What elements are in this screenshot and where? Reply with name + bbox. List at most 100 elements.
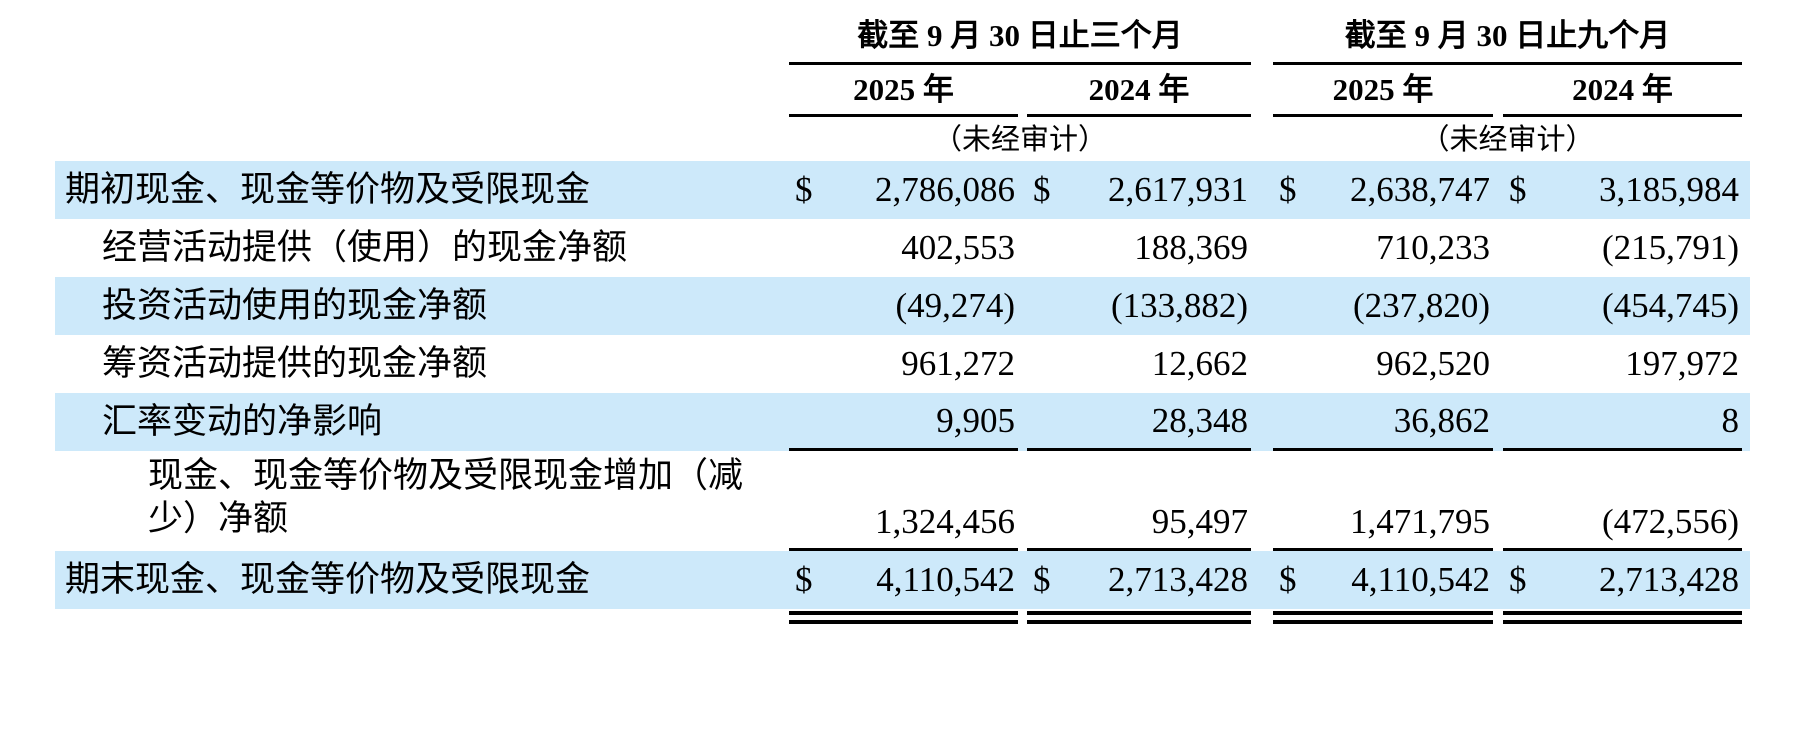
value: 1,471,795 — [1350, 502, 1490, 541]
value-cell: 36,862 — [1273, 393, 1493, 451]
right-pad — [1742, 14, 1750, 65]
group-gap — [1251, 117, 1273, 161]
value-cell: $2,713,428 — [1503, 551, 1742, 609]
currency-symbol: $ — [1509, 170, 1527, 209]
group-gap — [1251, 609, 1273, 624]
value-cell: 1,471,795 — [1273, 502, 1493, 551]
value: (237,820) — [1352, 286, 1490, 325]
double-rule-segment — [1503, 611, 1742, 624]
value: 961,272 — [901, 344, 1015, 383]
value-cell: 962,520 — [1273, 335, 1493, 393]
currency-symbol: $ — [1279, 170, 1297, 209]
table-body: 期初现金、现金等价物及受限现金 $2,786,086 $2,617,931 $2… — [55, 161, 1750, 609]
double-rule — [55, 609, 1750, 624]
currency-symbol: $ — [1509, 560, 1527, 599]
currency-symbol: $ — [1033, 560, 1051, 599]
value-cell: (237,820) — [1273, 277, 1493, 335]
row-label: 投资活动使用的现金净额 — [102, 286, 488, 326]
currency-symbol: $ — [1033, 170, 1051, 209]
double-rule-segment — [1273, 611, 1493, 624]
value-cell: (215,791) — [1503, 219, 1742, 277]
value-cell: 12,662 — [1027, 335, 1251, 393]
cash-flow-statement-table: 截至 9 月 30 日止三个月 截至 9 月 30 日止九个月 2025 年 2… — [55, 14, 1750, 624]
col-gap — [1493, 609, 1503, 624]
rule-label-spacer — [55, 609, 789, 624]
row-label: 筹资活动提供的现金净额 — [102, 344, 488, 384]
value-cell: 1,324,456 — [789, 502, 1018, 551]
value: 36,862 — [1393, 400, 1490, 440]
value-cell: 710,233 — [1273, 219, 1493, 277]
value: 1,324,456 — [875, 502, 1015, 541]
group-gap — [1251, 14, 1273, 65]
col-header-3m-2025: 2025 年 — [789, 65, 1018, 117]
unaudited-note-three-months: （未经审计） — [932, 124, 1107, 156]
table-row: 期初现金、现金等价物及受限现金 $2,786,086 $2,617,931 $2… — [55, 161, 1750, 219]
col-header-3m-2024: 2024 年 — [1027, 65, 1251, 117]
double-rule-segment — [789, 611, 1018, 624]
right-pad — [1742, 609, 1750, 624]
header-label-spacer — [55, 14, 789, 65]
value: 2,617,931 — [1108, 170, 1248, 209]
value: 4,110,542 — [876, 560, 1015, 599]
value: (215,791) — [1601, 228, 1739, 267]
value: (49,274) — [895, 286, 1015, 325]
row-label: 汇率变动的净影响 — [102, 402, 383, 442]
value: 2,786,086 — [875, 170, 1015, 209]
header-label-spacer — [55, 117, 789, 161]
value: 2,638,747 — [1350, 170, 1490, 209]
header-label-spacer — [55, 65, 789, 117]
right-pad — [1742, 65, 1750, 117]
table-row: 筹资活动提供的现金净额 961,272 12,662 962,520 197,9… — [55, 335, 1750, 393]
value: 3,185,984 — [1599, 170, 1739, 209]
header-period-groups: 截至 9 月 30 日止三个月 截至 9 月 30 日止九个月 — [55, 14, 1750, 65]
value: 12,662 — [1151, 344, 1248, 383]
value-cell: (454,745) — [1503, 277, 1742, 335]
value-cell: 28,348 — [1027, 393, 1251, 451]
value-cell: 95,497 — [1027, 502, 1251, 551]
col-gap — [1493, 65, 1503, 117]
value-cell: (472,556) — [1503, 502, 1742, 551]
value-cell: 961,272 — [789, 335, 1018, 393]
value: (472,556) — [1601, 502, 1739, 541]
table-row: 期末现金、现金等价物及受限现金 $4,110,542 $2,713,428 $4… — [55, 551, 1750, 609]
value-cell: $2,713,428 — [1027, 551, 1251, 609]
col-header-9m-2025: 2025 年 — [1273, 65, 1493, 117]
value: 4,110,542 — [1351, 560, 1490, 599]
currency-symbol: $ — [795, 170, 813, 209]
value-cell: 9,905 — [789, 393, 1018, 451]
right-pad — [1742, 117, 1750, 161]
col-gap — [1018, 65, 1027, 117]
value: (133,882) — [1110, 286, 1248, 325]
double-rule-segment — [1027, 611, 1251, 624]
col-group-three-months: 截至 9 月 30 日止三个月 — [789, 14, 1251, 65]
unaudited-note-nine-months: （未经审计） — [1420, 124, 1595, 156]
value: (454,745) — [1601, 286, 1739, 325]
value: 188,369 — [1134, 228, 1248, 267]
value-cell: $2,617,931 — [1027, 161, 1251, 219]
value-cell: (49,274) — [789, 277, 1018, 335]
row-label: 经营活动提供（使用）的现金净额 — [102, 228, 628, 268]
value: 710,233 — [1376, 228, 1490, 267]
value: 402,553 — [901, 228, 1015, 267]
value-cell: $2,786,086 — [789, 161, 1018, 219]
value-cell: 188,369 — [1027, 219, 1251, 277]
table-row: 现金、现金等价物及受限现金增加（减 少）净额 1,324,456 95,497 … — [55, 451, 1750, 551]
col-header-9m-2024: 2024 年 — [1503, 65, 1742, 117]
value: 2,713,428 — [1599, 560, 1739, 599]
value-cell: 197,972 — [1503, 335, 1742, 393]
currency-symbol: $ — [1279, 560, 1297, 599]
row-label: 期初现金、现金等价物及受限现金 — [65, 170, 591, 210]
value: 28,348 — [1151, 400, 1248, 440]
value: 8 — [1721, 400, 1740, 440]
header-years: 2025 年 2024 年 2025 年 2024 年 — [55, 65, 1750, 117]
table-row: 经营活动提供（使用）的现金净额 402,553 188,369 710,233 … — [55, 219, 1750, 277]
col-group-nine-months: 截至 9 月 30 日止九个月 — [1273, 14, 1742, 65]
value-cell: $4,110,542 — [1273, 551, 1493, 609]
group-gap — [1251, 65, 1273, 117]
row-label: 期末现金、现金等价物及受限现金 — [65, 560, 591, 600]
table-row: 投资活动使用的现金净额 (49,274) (133,882) (237,820)… — [55, 277, 1750, 335]
row-label: 现金、现金等价物及受限现金增加（减 少）净额 — [148, 455, 744, 539]
header-unaudited: （未经审计） （未经审计） — [55, 117, 1750, 161]
value: 95,497 — [1151, 502, 1248, 541]
value: 9,905 — [936, 400, 1015, 440]
